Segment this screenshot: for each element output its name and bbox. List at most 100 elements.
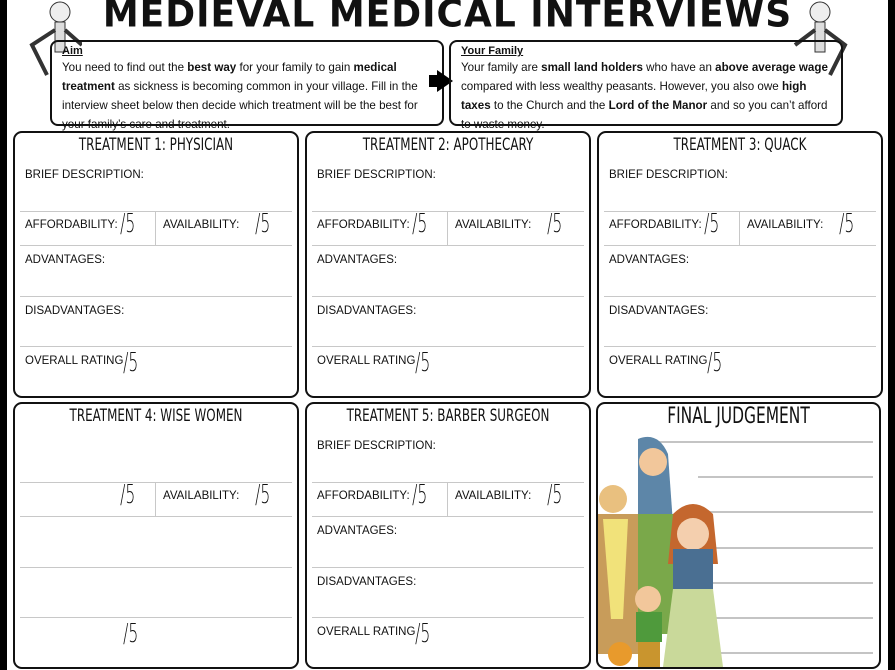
treatment-panel: TREATMENT 3: QUACK BRIEF DESCRIPTION: AFFO… [597, 131, 883, 398]
answer-line [698, 582, 873, 584]
divider [604, 245, 876, 246]
family-text: Your family are small land holders who h… [461, 58, 831, 134]
divider [312, 617, 584, 618]
availability-score: /5 [547, 480, 563, 510]
text: Your family are [461, 61, 542, 74]
divider [20, 617, 292, 618]
text: compared with less wealthy peasants. How… [461, 80, 782, 93]
divider [447, 482, 448, 516]
bold-text: Lord of the Manor [608, 99, 708, 112]
divider [312, 346, 584, 347]
answer-line [658, 441, 873, 443]
treatment-panel: TREATMENT 5: BARBER SURGEON BRIEF DESCRIP… [305, 402, 591, 669]
divider [739, 211, 740, 245]
page-border-right [888, 0, 895, 670]
aim-box: Aim You need to find out the best way fo… [50, 40, 444, 131]
treatment-panel: TREATMENT 2: APOTHECARY BRIEF DESCRIPTION… [305, 131, 591, 398]
overall-rating-label: OVERALL RATING [317, 626, 416, 638]
overall-rating-label: OVERALL RATING [609, 355, 708, 367]
answer-line [698, 511, 873, 513]
aim-heading: Aim [62, 45, 83, 57]
divider [312, 516, 584, 517]
advantages-label: ADVANTAGES: [609, 254, 690, 266]
treatment-panel: TREATMENT 4: WISE WOMEN/5 AVAILABILITY: /5… [13, 402, 299, 669]
divider [20, 346, 292, 347]
divider [447, 211, 448, 245]
divider [312, 211, 584, 212]
brief-description-label: BRIEF DESCRIPTION: [609, 169, 728, 181]
skeleton-left-icon [29, 1, 82, 76]
divider [20, 482, 292, 483]
brief-description-label: BRIEF DESCRIPTION: [317, 440, 436, 452]
answer-line [698, 547, 873, 549]
bold-text: above average wage [715, 61, 828, 74]
bold-text: medical treatment [62, 61, 397, 93]
page-border-left [0, 0, 7, 670]
divider [20, 567, 292, 568]
overall-score: /5 [415, 619, 431, 649]
overall-rating-label: OVERALL RATING [25, 355, 124, 367]
divider [604, 296, 876, 297]
final-judgement-panel: FINAL JUDGEMENT [596, 402, 881, 669]
divider [20, 296, 292, 297]
text: for your family to gain [236, 61, 354, 74]
availability-label: AVAILABILITY: [747, 219, 824, 231]
availability-score: /5 [255, 480, 271, 510]
divider [604, 346, 876, 347]
disadvantages-label: DISADVANTAGES: [609, 305, 709, 317]
answer-line [698, 652, 873, 654]
availability-label: AVAILABILITY: [455, 219, 532, 231]
overall-score: /5 [707, 348, 723, 378]
divider [312, 245, 584, 246]
final-judgement-title: FINAL JUDGEMENT [667, 404, 810, 429]
bold-text: small land holders [541, 61, 643, 74]
brief-description-label: BRIEF DESCRIPTION: [317, 169, 436, 181]
panel-title: TREATMENT 1: PHYSICIAN [78, 135, 234, 155]
text: You need to find out the [62, 61, 188, 74]
text: to the Church and the [490, 99, 609, 112]
advantages-label: ADVANTAGES: [25, 254, 106, 266]
divider [604, 211, 876, 212]
availability-label: AVAILABILITY: [455, 490, 532, 502]
panel-title: TREATMENT 5: BARBER SURGEON [346, 406, 550, 426]
divider [20, 211, 292, 212]
affordability-label: AFFORDABILITY: [25, 219, 118, 231]
panel-title: TREATMENT 4: WISE WOMEN [69, 406, 243, 426]
brief-description-label: BRIEF DESCRIPTION: [25, 169, 144, 181]
overall-score: /5 [123, 619, 139, 649]
family-illustration [598, 436, 723, 667]
answer-line [698, 476, 873, 478]
panel-title: TREATMENT 3: QUACK [673, 135, 807, 155]
affordability-score: /5 [412, 209, 428, 239]
page-title: MEDIEVAL MEDICAL INTERVIEWS [102, 0, 793, 37]
advantages-label: ADVANTAGES: [317, 525, 398, 537]
divider [312, 482, 584, 483]
divider [155, 211, 156, 245]
divider [312, 296, 584, 297]
disadvantages-label: DISADVANTAGES: [25, 305, 125, 317]
availability-label: AVAILABILITY: [163, 219, 240, 231]
family-box: Your Family Your family are small land h… [449, 40, 843, 131]
availability-score: /5 [547, 209, 563, 239]
skeleton-right-icon [793, 1, 848, 76]
divider [20, 516, 292, 517]
text: as sickness is becoming common in your v… [62, 80, 418, 131]
availability-label: AVAILABILITY: [163, 490, 240, 502]
affordability-score: /5 [412, 480, 428, 510]
bold-text: best way [187, 61, 237, 74]
text: who have an [642, 61, 716, 74]
availability-score: /5 [255, 209, 271, 239]
panel-title: TREATMENT 2: APOTHECARY [362, 135, 534, 155]
text: and so you can’t afford to waste money. [461, 99, 828, 131]
advantages-label: ADVANTAGES: [317, 254, 398, 266]
overall-rating-label: OVERALL RATING [317, 355, 416, 367]
overall-score: /5 [415, 348, 431, 378]
treatment-panel: TREATMENT 1: PHYSICIAN BRIEF DESCRIPTION:… [13, 131, 299, 398]
overall-score: /5 [123, 348, 139, 378]
divider [20, 245, 292, 246]
answer-line [698, 617, 873, 619]
aim-text: You need to find out the best way for yo… [62, 58, 432, 134]
affordability-label: AFFORDABILITY: [609, 219, 702, 231]
availability-score: /5 [839, 209, 855, 239]
divider [312, 567, 584, 568]
